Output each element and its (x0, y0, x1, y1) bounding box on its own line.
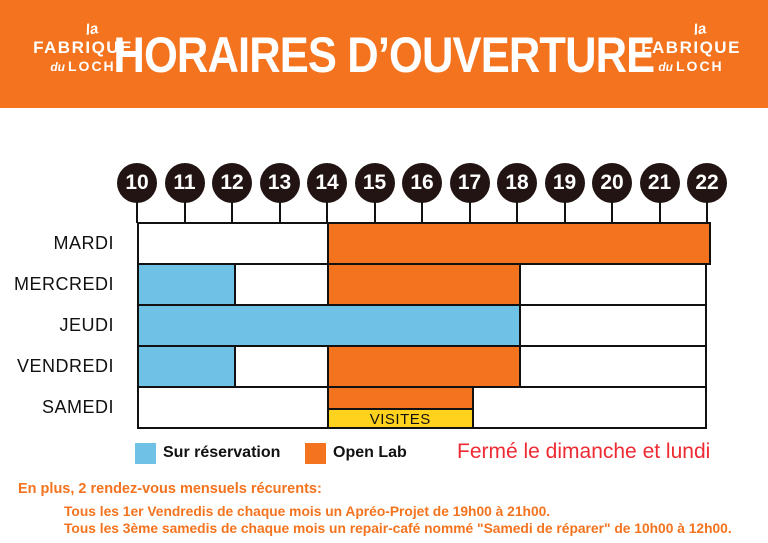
legend-label-openlab: Open Lab (333, 444, 407, 461)
hour-badge-22: 22 (687, 163, 727, 203)
logo-loch-text: LOCH (68, 57, 116, 74)
legend-label-reservation: Sur réservation (163, 444, 281, 461)
hour-tick-stem (373, 201, 376, 223)
footer-recurring-event-2: Tous les 3ème samedis de chaque mois un … (64, 521, 732, 536)
day-label-mardi: MARDI (53, 233, 114, 253)
schedule-segment-openlab (327, 222, 711, 265)
hour-badge-16: 16 (402, 163, 442, 203)
schedule-segment-reservation (137, 263, 236, 306)
hour-badge-20: 20 (592, 163, 632, 203)
hour-tick-stem (658, 201, 661, 223)
legend-swatch-openlab (305, 443, 326, 464)
hour-badge-13: 13 (259, 163, 300, 203)
day-row-mardi (137, 222, 711, 265)
logo-fabrique-text: FABRIQUE (33, 37, 133, 57)
hour-tick-stem (421, 201, 423, 223)
page-title-wrap: HORAIRES D’OUVERTURE (0, 26, 768, 84)
header-banner: la FABRIQUE du LOCH HORAIRES D’OUVERTURE … (0, 0, 768, 108)
closed-days-note: Fermé le dimanche et lundi (457, 440, 711, 463)
hour-tick-stem (706, 201, 708, 223)
day-label-samedi: SAMEDI (41, 397, 114, 417)
legend-swatch-reservation (135, 443, 156, 464)
logo-fabrique-text: FABRIQUE (641, 37, 741, 57)
hour-badge-21: 21 (639, 163, 680, 203)
day-row-samedi: VISITES (137, 386, 707, 429)
logo-loch-text: LOCH (676, 57, 724, 74)
schedule-segment-visites: VISITES (327, 408, 474, 429)
page-title: HORAIRES D’OUVERTURE (113, 27, 656, 83)
hour-badge-11: 11 (164, 163, 205, 203)
schedule-segment-reservation (137, 304, 521, 347)
day-label-jeudi: JEUDI (59, 315, 114, 335)
day-row-jeudi (137, 304, 707, 347)
visites-label: VISITES (369, 411, 431, 428)
hour-tick-stem (611, 201, 613, 223)
logo-du-loch-text: du LOCH (28, 57, 138, 74)
logo-du-text: du (658, 59, 673, 74)
footer-recurring-event-1: Tous les 1er Vendredis de chaque mois un… (64, 504, 551, 519)
logo-fabrique-du-loch-left: la FABRIQUE du LOCH (28, 20, 138, 74)
hour-tick-stem (563, 201, 566, 223)
day-row-vendredi (137, 345, 707, 388)
logo-du-text: du (50, 59, 65, 74)
schedule-segment-openlab (327, 263, 521, 306)
hour-tick-stem (516, 201, 518, 223)
hour-badge-17: 17 (449, 163, 490, 203)
day-label-mercredi: MERCREDI (13, 274, 114, 294)
hour-tick-stem (231, 201, 233, 223)
hour-badge-19: 19 (544, 163, 585, 203)
logo-du-loch-text: du LOCH (636, 57, 746, 74)
hour-tick-stem (278, 201, 281, 223)
schedule-segment-reservation (137, 345, 236, 388)
footer-intro: En plus, 2 rendez-vous mensuels récurent… (18, 481, 322, 497)
hour-tick-stem (183, 201, 186, 223)
hour-badge-10: 10 (117, 163, 157, 203)
hour-tick-stem (326, 201, 328, 223)
schedule-segment-openlab (327, 345, 521, 388)
hour-badge-12: 12 (212, 163, 252, 203)
hour-tick-stem (468, 201, 471, 223)
hour-tick-stem (136, 201, 138, 223)
day-row-mercredi (137, 263, 707, 306)
hour-badge-14: 14 (307, 163, 347, 203)
hour-badge-15: 15 (354, 163, 395, 203)
day-label-vendredi: VENDREDI (16, 356, 114, 376)
hour-badge-18: 18 (497, 163, 537, 203)
logo-fabrique-du-loch-right: la FABRIQUE du LOCH (636, 20, 746, 74)
